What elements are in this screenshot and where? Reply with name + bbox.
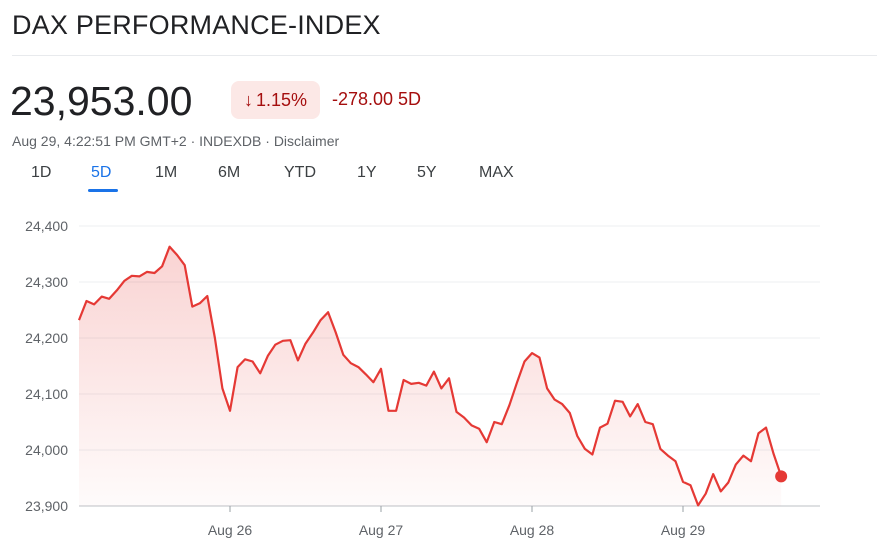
tab-1m[interactable]: 1M <box>155 164 178 181</box>
y-tick-label: 24,400 <box>25 218 68 234</box>
current-price: 23,953.00 <box>10 78 193 124</box>
divider <box>12 55 877 56</box>
x-tick-label: Aug 29 <box>661 522 706 538</box>
current-price-dot <box>775 470 788 483</box>
tab-6m[interactable]: 6M <box>218 164 241 181</box>
tab-1d[interactable]: 1D <box>31 164 52 181</box>
x-tick-label: Aug 26 <box>208 522 253 538</box>
y-tick-label: 23,900 <box>25 498 68 514</box>
y-tick-label: 24,200 <box>25 330 68 346</box>
tab-ytd[interactable]: YTD <box>284 164 316 181</box>
price-line <box>77 245 783 507</box>
quote-meta: Aug 29, 4:22:51 PM GMT+2 · INDEXDB · Dis… <box>12 133 340 149</box>
page-title: DAX PERFORMANCE-INDEX <box>12 10 381 40</box>
tab-max[interactable]: MAX <box>479 164 514 181</box>
x-tick-label: Aug 27 <box>359 522 404 538</box>
y-tick-label: 24,000 <box>25 442 68 458</box>
change-percent-badge: ↓ 1.15% <box>231 81 320 119</box>
arrow-down-icon: ↓ <box>243 89 253 110</box>
price-area-fill <box>79 246 782 506</box>
price-chart[interactable]: 24,400 24,300 24,200 24,100 24,000 23,900 Aug… <box>0 200 877 548</box>
tab-5y[interactable]: 5Y <box>417 164 437 181</box>
x-axis: Aug 26 Aug 27 Aug 28 Aug 29 <box>208 506 706 538</box>
y-axis: 24,400 24,300 24,200 24,100 24,000 23,900 <box>25 218 68 514</box>
y-tick-label: 24,100 <box>25 386 68 402</box>
tab-5d[interactable]: 5D <box>91 164 112 181</box>
change-percent-value: 1.15% <box>255 89 308 110</box>
y-tick-label: 24,300 <box>25 274 68 290</box>
x-tick-label: Aug 28 <box>510 522 555 538</box>
change-absolute: -278.00 5D <box>332 89 422 109</box>
tab-1y[interactable]: 1Y <box>357 164 377 181</box>
active-tab-indicator <box>88 189 118 192</box>
